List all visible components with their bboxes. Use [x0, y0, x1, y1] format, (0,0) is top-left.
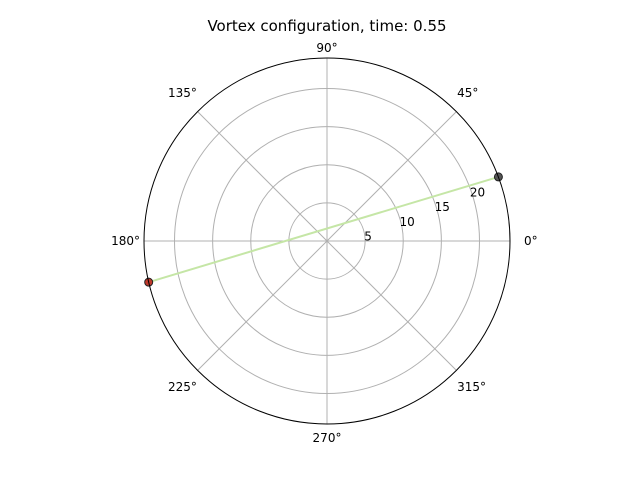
- theta-grid-line-315: [326, 240, 457, 371]
- polar-grid: [144, 58, 510, 424]
- r-tick-label: 5: [364, 229, 372, 243]
- connecting-line: [148, 175, 499, 284]
- r-tick-label: 15: [435, 200, 450, 214]
- vortex-series: [144, 172, 503, 287]
- theta-grid-line-225: [197, 240, 328, 371]
- theta-tick-label: 315°: [457, 380, 486, 394]
- theta-tick-label: 270°: [313, 431, 342, 445]
- chart-title: Vortex configuration, time: 0.55: [207, 17, 446, 35]
- theta-grid-line-135: [197, 111, 328, 242]
- theta-tick-label: 90°: [316, 41, 337, 55]
- theta-grid-line-45: [326, 111, 457, 242]
- theta-tick-label: 225°: [168, 380, 197, 394]
- r-tick-label: 20: [470, 186, 485, 200]
- r-tick-labels: 5 10 15 20: [364, 186, 485, 244]
- theta-tick-label: 180°: [111, 234, 140, 248]
- theta-tick-label: 45°: [457, 86, 478, 100]
- theta-tick-labels: 0° 45° 90° 135° 180° 225° 270° 315°: [111, 41, 538, 445]
- r-tick-label: 10: [399, 215, 414, 229]
- theta-tick-label: 135°: [168, 86, 197, 100]
- theta-tick-label: 0°: [524, 234, 538, 248]
- polar-frame: [143, 57, 511, 425]
